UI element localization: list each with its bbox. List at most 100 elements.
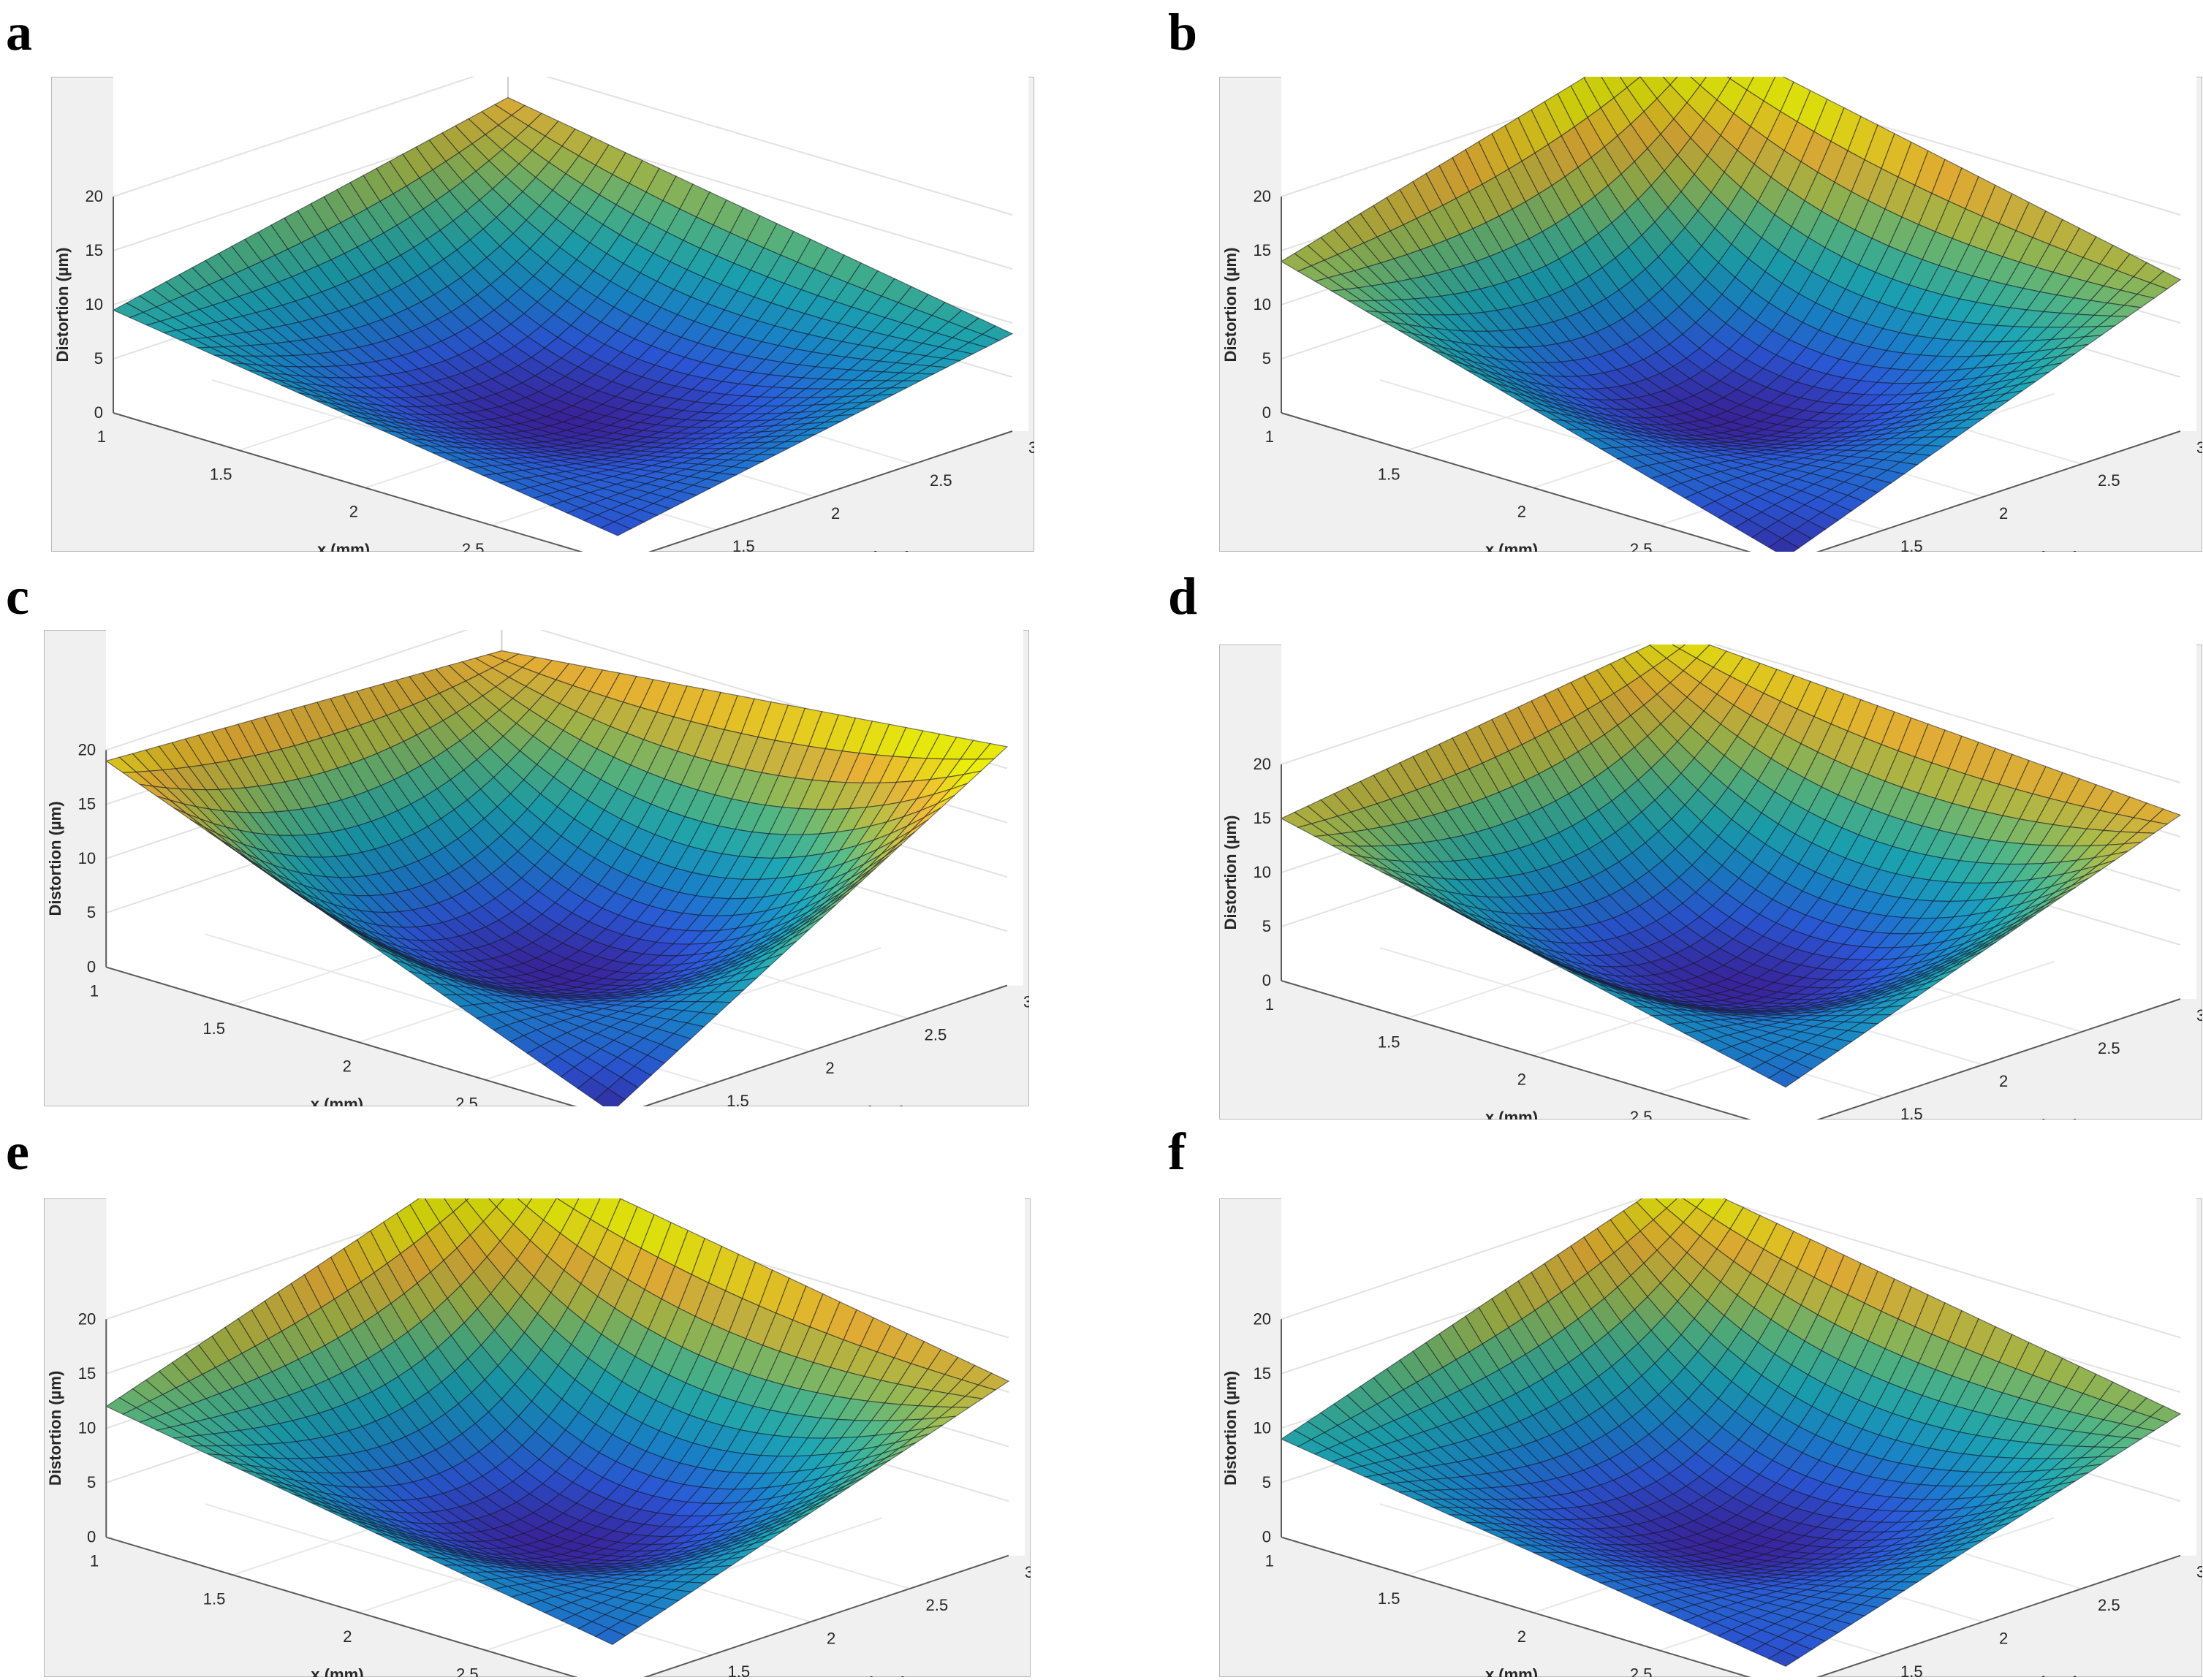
y-tick-label: 2.5 (2098, 1039, 2120, 1057)
x-tick-label: 1.5 (1378, 465, 1400, 483)
x-tick-label: 2.5 (462, 540, 485, 552)
y-tick-label: 1.5 (727, 1092, 749, 1106)
surface-patch (1767, 538, 1800, 552)
z-tick-label: 10 (1254, 863, 1271, 881)
y-tick-label: 2 (827, 1630, 835, 1648)
z-tick-label: 10 (86, 295, 103, 313)
panel-letter-b: b (1168, 3, 1198, 61)
x-tick-label: 2.5 (455, 1095, 478, 1106)
y-tick-label: 3 (2196, 438, 2202, 457)
surface-patch (594, 1088, 626, 1106)
z-axis-label: Distortion (µm) (46, 801, 64, 916)
surface-patch (599, 521, 632, 536)
z-axis-label: Distortion (µm) (1221, 816, 1240, 930)
z-tick-label: 15 (78, 1364, 96, 1383)
z-tick-label: 20 (78, 741, 96, 759)
y-axis-line (642, 984, 1008, 1106)
z-tick-label: 10 (1254, 295, 1271, 313)
y-tick-label: 2.5 (925, 1596, 948, 1614)
x-tick-label: 1 (1265, 427, 1274, 446)
y-axis-label: y (mm) (858, 548, 911, 552)
x-tick-label: 1 (90, 1552, 99, 1570)
z-axis-label: Distortion (µm) (53, 248, 72, 362)
y-tick-label: 2.5 (930, 471, 952, 490)
y-tick-label: 1.5 (727, 1662, 750, 1677)
x-axis-line (113, 412, 584, 552)
surface-patch (594, 1628, 627, 1646)
y-tick-label: 1.5 (1900, 537, 1923, 552)
x-tick-label: 2 (1517, 503, 1526, 521)
x-tick-label: 1.5 (1378, 1033, 1400, 1051)
y-tick-label: 1.5 (1900, 1105, 1923, 1120)
z-tick-label: 20 (1254, 755, 1271, 773)
y-tick-label: 2 (831, 504, 840, 522)
x-tick-label: 2 (349, 503, 358, 521)
x-axis-line (105, 966, 577, 1106)
z-tick-label: 0 (87, 1528, 96, 1546)
panel-letter-f: f (1168, 1122, 1186, 1181)
y-tick-label: 2 (1999, 1072, 2008, 1090)
z-tick-label: 20 (78, 1310, 96, 1328)
z-tick-label: 20 (86, 187, 103, 205)
y-tick-label: 3 (1023, 993, 1029, 1011)
z-tick-label: 5 (94, 349, 103, 368)
x-axis-label: x (mm) (311, 1665, 363, 1677)
x-tick-label: 1.5 (203, 1589, 226, 1608)
x-tick-label: 1 (1265, 995, 1274, 1014)
y-axis-label: y (mm) (2026, 548, 2079, 552)
y-axis-label: y (mm) (854, 1673, 906, 1677)
y-axis-label: y (mm) (2026, 1116, 2079, 1120)
x-axis-label: x (mm) (317, 541, 370, 552)
x-axis-label: x (mm) (1485, 541, 1538, 552)
panel-letter-c: c (6, 567, 29, 626)
z-gridline (113, 77, 1013, 216)
z-gridline (105, 1198, 1009, 1339)
z-tick-label: 20 (1254, 187, 1271, 205)
panel-letter-d: d (1168, 567, 1198, 626)
z-tick-label: 5 (87, 903, 96, 921)
y-tick-label: 2.5 (2098, 471, 2120, 490)
panel-letter-e: e (6, 1122, 29, 1181)
x-axis-line (1281, 980, 1752, 1120)
x-tick-label: 2 (1517, 1071, 1526, 1089)
y-tick-label: 3 (1025, 1563, 1031, 1581)
x-tick-label: 1 (97, 427, 106, 446)
y-axis-line (1816, 998, 2181, 1120)
x-tick-label: 2 (343, 1627, 352, 1646)
x-axis-line (106, 1536, 578, 1677)
y-tick-label: 2 (825, 1059, 834, 1077)
x-axis-label: x (mm) (311, 1095, 363, 1106)
y-tick-label: 3 (2196, 1006, 2202, 1025)
z-tick-label: 10 (78, 849, 96, 867)
x-tick-label: 2.5 (1630, 540, 1653, 552)
x-tick-label: 1.5 (202, 1019, 225, 1038)
z-tick-label: 0 (1262, 971, 1271, 989)
z-tick-label: 15 (1254, 241, 1271, 259)
y-tick-label: 1.5 (732, 537, 755, 552)
x-tick-label: 2.5 (456, 1665, 479, 1677)
z-axis-label: Distortion (µm) (46, 1371, 64, 1486)
surface-patch (1767, 1069, 1800, 1088)
y-tick-label: 2.5 (925, 1026, 947, 1044)
y-tick-label: 3 (1028, 438, 1034, 457)
z-tick-label: 15 (86, 241, 103, 259)
z-tick-label: 15 (1254, 809, 1271, 827)
z-tick-label: 10 (78, 1418, 96, 1437)
z-tick-label: 0 (1262, 403, 1271, 422)
x-tick-label: 1 (90, 982, 99, 1000)
x-tick-label: 1.5 (210, 465, 232, 483)
x-tick-label: 2.5 (1630, 1108, 1653, 1120)
z-gridline (1281, 1198, 2181, 1339)
x-axis-line (1281, 412, 1752, 552)
x-axis-label: x (mm) (1485, 1109, 1538, 1120)
z-tick-label: 5 (1262, 917, 1271, 935)
z-tick-label: 15 (78, 795, 96, 813)
y-tick-label: 2 (1999, 504, 2008, 522)
y-axis-line (648, 430, 1013, 552)
z-tick-label: 0 (87, 957, 96, 976)
